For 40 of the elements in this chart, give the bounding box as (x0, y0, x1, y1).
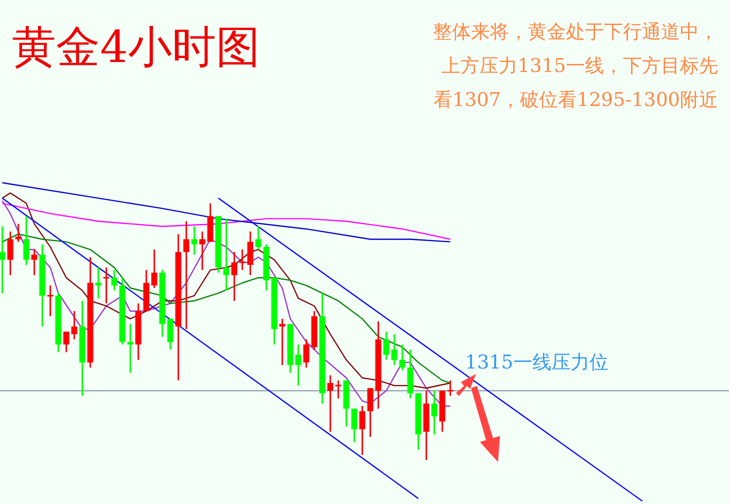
candlestick (103, 266, 110, 304)
candlestick (367, 387, 374, 438)
candlestick (247, 230, 254, 276)
text: 看1307，破位看1295-1300附近 (434, 89, 718, 111)
candlestick (23, 215, 30, 266)
candlestick (7, 230, 14, 276)
candlestick (431, 390, 438, 436)
candlestick (399, 344, 406, 371)
candlestick (0, 226, 6, 294)
text: 上方压力1315一线，下方目标先 (442, 55, 718, 77)
candlestick (47, 284, 54, 317)
candlestick (351, 408, 358, 443)
candlestick (167, 318, 174, 350)
candlestick (15, 223, 22, 243)
candlestick (239, 248, 246, 271)
candlestick (111, 269, 118, 292)
candlestick (327, 374, 334, 433)
candlestick (279, 318, 286, 366)
candlestick (335, 380, 342, 400)
candlestick (391, 333, 398, 366)
candlestick (223, 218, 230, 292)
candlestick (359, 405, 366, 456)
candlestick (71, 310, 78, 340)
candlestick (127, 323, 134, 374)
chart-title: 黄金4小时图 (12, 22, 260, 73)
candlestick (383, 330, 390, 361)
candlestick (295, 344, 302, 386)
candlestick (63, 330, 70, 353)
candlestick (447, 380, 454, 397)
candlestick (191, 226, 198, 256)
candlestick (183, 220, 190, 330)
candlestick (31, 248, 38, 276)
text: 整体来将，黄金处于下行通道中， (433, 21, 718, 43)
candlestick (95, 266, 102, 300)
candlestick (231, 251, 238, 302)
candlestick (151, 248, 158, 289)
candlestick (255, 226, 262, 250)
candlestick (303, 338, 310, 368)
ref-line-label: 1315一线压力位 (465, 352, 608, 374)
candlestick (199, 230, 206, 271)
